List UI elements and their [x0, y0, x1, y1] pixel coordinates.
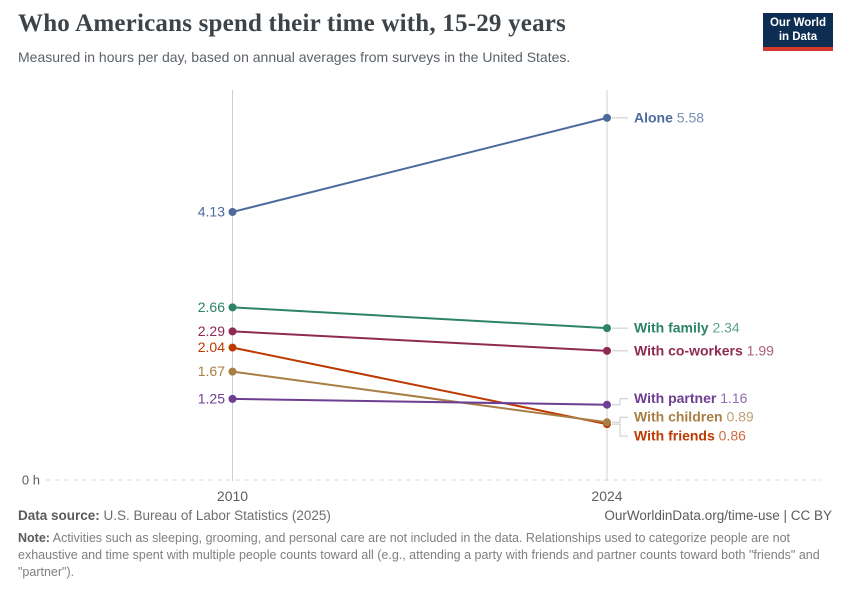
chart-note: Note: Activities such as sleeping, groom… [18, 530, 832, 580]
data-source-label: Data source: [18, 508, 100, 523]
series-alone: 4.13 Alone 5.58 [198, 109, 704, 219]
series-with-partner: 1.25 With partner 1.16 [198, 390, 748, 409]
chart-title: Who Americans spend their time with, 15-… [18, 10, 566, 37]
end-dot-with-co-workers [603, 346, 611, 355]
series-line-with-co-workers [232, 330, 608, 352]
label-connector-with-children [612, 416, 628, 423]
start-dot-with-partner [228, 394, 237, 403]
start-value-with-partner: 1.25 [198, 390, 225, 406]
end-dot-with-partner [603, 400, 611, 409]
start-value-with-co-workers: 2.29 [198, 323, 225, 339]
series-line-alone [232, 116, 608, 213]
x-tick-2010: 2010 [217, 488, 248, 504]
series-label-with-partner[interactable]: With partner 1.16 [634, 390, 748, 406]
owid-logo-line1: Our World [769, 17, 826, 29]
series-line-with-friends [232, 346, 608, 426]
end-dot-alone [603, 113, 611, 122]
start-dot-alone [228, 207, 237, 216]
series-label-with-family[interactable]: With family 2.34 [634, 320, 740, 336]
start-dot-with-friends [228, 343, 237, 352]
data-source-value: U.S. Bureau of Labor Statistics (2025) [99, 508, 331, 523]
series-label-alone[interactable]: Alone 5.58 [634, 109, 704, 125]
start-dot-with-children [228, 367, 237, 376]
start-value-with-friends: 2.04 [198, 339, 225, 355]
series-with-co-workers: 2.29 With co-workers 1.99 [198, 323, 774, 358]
y-axis-zero-label: 0 h [22, 473, 40, 488]
owid-license-link[interactable]: OurWorldinData.org/time-use | CC BY [604, 508, 832, 523]
start-dot-with-family [228, 303, 237, 312]
end-dot-with-children [603, 418, 611, 427]
chart-subtitle: Measured in hours per day, based on annu… [18, 49, 571, 65]
owid-logo[interactable]: Our World in Data [762, 13, 833, 52]
note-text: Activities such as sleeping, grooming, a… [18, 531, 820, 579]
note-label: Note: [18, 531, 50, 545]
series-label-with-friends[interactable]: With friends 0.86 [634, 428, 746, 444]
x-tick-2024: 2024 [591, 488, 622, 504]
start-dot-with-co-workers [228, 327, 237, 336]
series-with-children: 1.67 With children 0.89 [198, 363, 754, 427]
start-value-with-family: 2.66 [198, 299, 225, 315]
owid-logo-line2: in Data [778, 30, 818, 43]
series-label-with-co-workers[interactable]: With co-workers 1.99 [634, 342, 774, 358]
series-line-with-family [232, 306, 608, 330]
data-source-text: Data source: U.S. Bureau of Labor Statis… [18, 508, 331, 523]
series-with-friends: 2.04 With friends 0.86 [198, 339, 746, 444]
label-connector-with-partner [612, 398, 628, 406]
series-label-with-children[interactable]: With children 0.89 [634, 409, 754, 425]
series-line-with-partner [232, 397, 608, 406]
start-value-with-children: 1.67 [198, 363, 225, 379]
chart-footer: Data source: U.S. Bureau of Labor Statis… [18, 508, 832, 580]
source-row: Data source: U.S. Bureau of Labor Statis… [18, 508, 832, 523]
series-with-family: 2.66 With family 2.34 [198, 299, 740, 336]
start-value-alone: 4.13 [198, 203, 225, 219]
series-line-with-children [232, 370, 608, 424]
label-connector-with-friends [612, 423, 628, 437]
slope-chart-svg: 0 h 2010 2024 4.13 Alone 5.58 2.66 With family… [22, 90, 822, 504]
end-dot-with-family [603, 324, 611, 333]
